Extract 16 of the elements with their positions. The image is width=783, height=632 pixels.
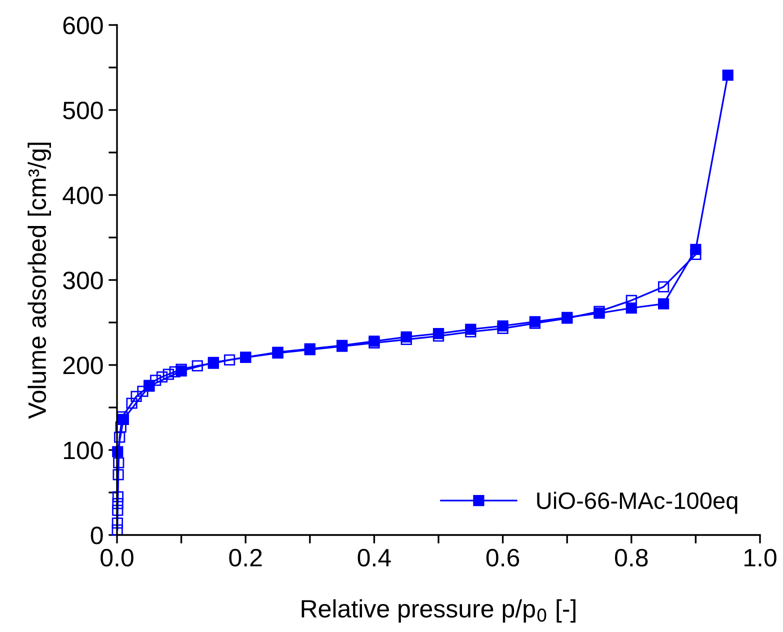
y-tick-label: 600 <box>63 16 103 34</box>
legend-label: UiO-66-MAc-100eq <box>537 492 738 514</box>
y-tick-label: 200 <box>63 356 103 374</box>
x-tick-label: 1.0 <box>744 548 776 567</box>
x-tick-label: 0.8 <box>615 548 648 567</box>
y-tick-label: 300 <box>63 272 103 290</box>
x-tick-label: 0.2 <box>229 548 262 567</box>
y-axis-title: Volume adsorbed [cm³/g] <box>28 142 51 419</box>
y-tick-label: 400 <box>62 186 103 204</box>
x-tick-label: 0.0 <box>100 548 134 567</box>
y-tick-label: 0 <box>90 526 103 544</box>
y-tick-label: 100 <box>64 442 103 460</box>
y-tick-label: 500 <box>63 102 103 120</box>
x-tick-label: 0.6 <box>486 548 520 567</box>
x-tick-label: 0.4 <box>358 548 391 567</box>
x-axis-title: Relative pressure p/p$_{0}$ [-] <box>302 599 576 623</box>
